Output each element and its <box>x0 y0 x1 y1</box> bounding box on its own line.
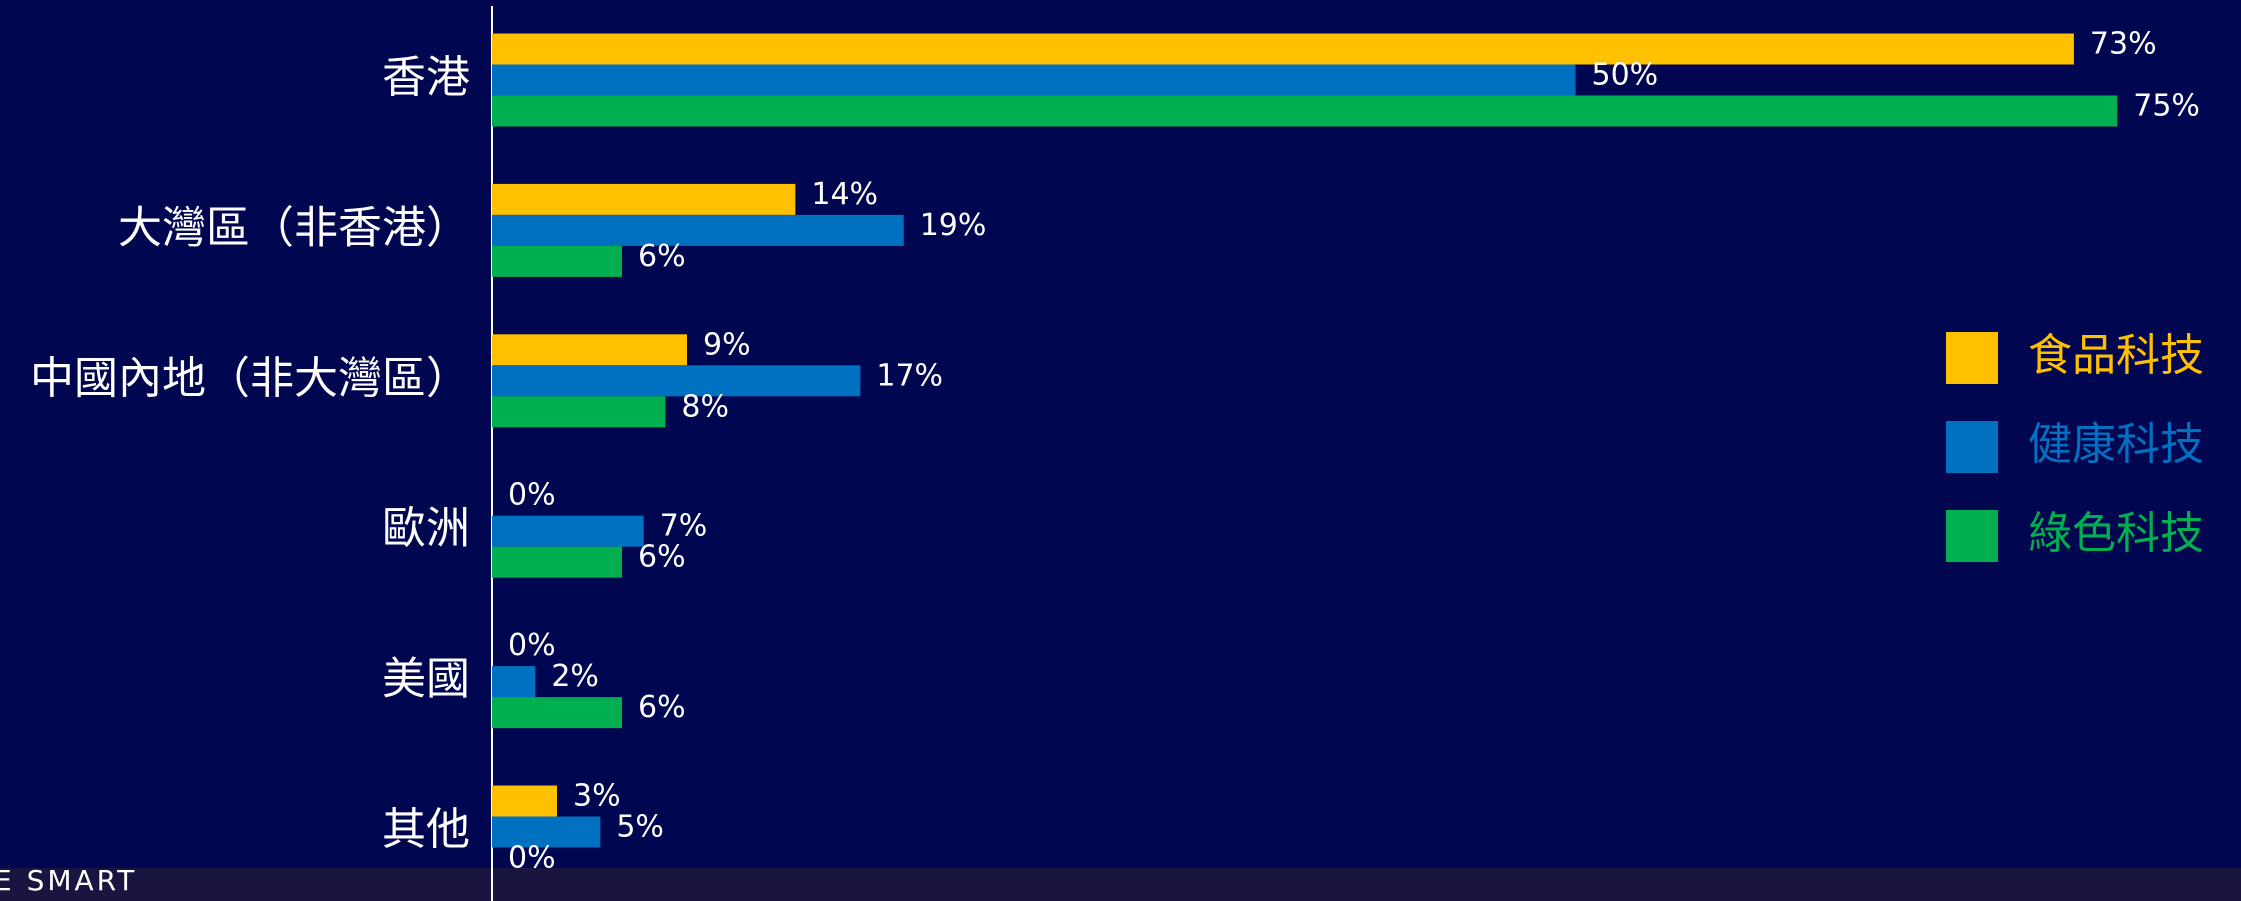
bar <box>492 546 623 578</box>
value-label: 6% <box>638 239 686 274</box>
bar <box>492 365 861 397</box>
category-label: 其他 <box>382 804 470 855</box>
value-label: 3% <box>573 779 621 814</box>
category-label: 大灣區（非香港） <box>118 202 470 253</box>
value-label: 73% <box>2090 27 2157 62</box>
legend-label: 健康科技 <box>2028 419 2204 470</box>
value-label: 6% <box>638 690 686 725</box>
legend-label: 綠色科技 <box>2028 508 2204 559</box>
value-label: 19% <box>920 208 987 243</box>
legend-swatch <box>1946 421 1998 473</box>
value-label: 2% <box>551 659 599 694</box>
value-label: 5% <box>616 810 664 845</box>
bar <box>492 334 688 366</box>
value-label: 9% <box>703 327 751 362</box>
category-label: 香港 <box>382 52 470 103</box>
category-label: 中國內地（非大灣區） <box>30 353 470 404</box>
value-label: 0% <box>508 841 556 876</box>
value-label: 6% <box>638 540 686 575</box>
value-label: 7% <box>660 509 708 544</box>
value-label: 17% <box>876 358 943 393</box>
value-label: 14% <box>811 177 878 212</box>
value-label: 8% <box>681 389 729 424</box>
bar <box>492 33 2074 65</box>
value-label: 0% <box>508 478 556 513</box>
value-label: 75% <box>2133 89 2200 124</box>
bar <box>492 95 2118 127</box>
value-label: 50% <box>1592 58 1659 93</box>
bar <box>492 697 623 729</box>
bar <box>492 214 904 246</box>
legend-label: 食品科技 <box>2028 330 2204 381</box>
bar <box>492 64 1576 96</box>
bar <box>492 666 536 698</box>
legend-swatch <box>1946 332 1998 384</box>
bar <box>492 183 796 215</box>
legend-swatch <box>1946 510 1998 562</box>
category-label: 歐洲 <box>382 503 470 554</box>
bar <box>492 816 601 848</box>
value-label: 0% <box>508 628 556 663</box>
footer-text: E SMART <box>0 864 137 897</box>
bar <box>492 785 558 817</box>
category-label: 美國 <box>382 654 470 705</box>
bar <box>492 396 666 428</box>
bar <box>492 245 623 277</box>
bar <box>492 515 644 547</box>
footer-band <box>0 868 2241 901</box>
